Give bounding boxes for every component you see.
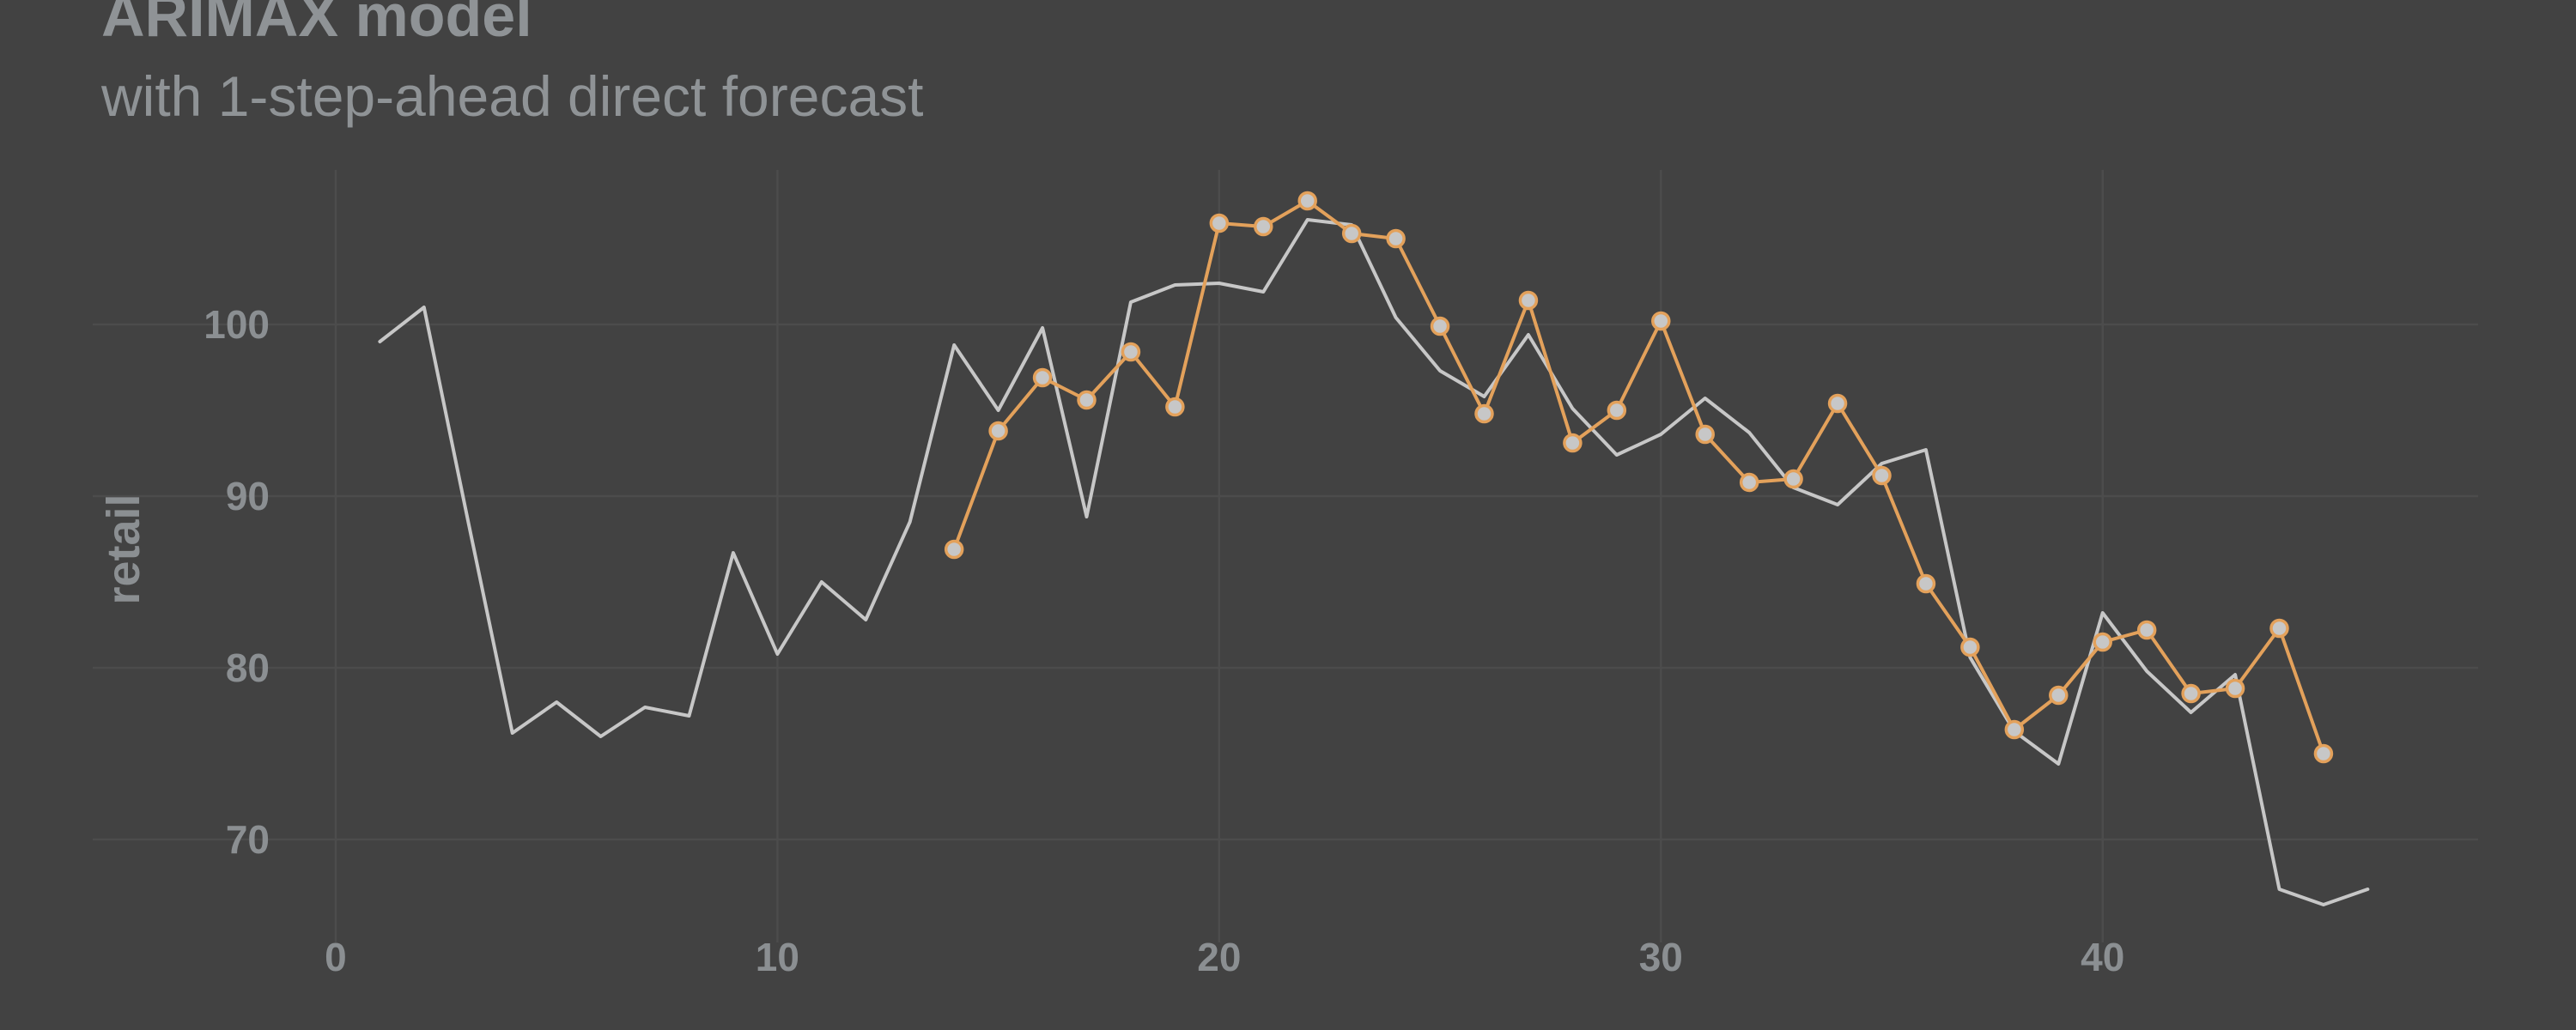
chart-title: ARIMAX model — [101, 0, 532, 49]
x-tick-label: 40 — [2081, 935, 2124, 979]
x-tick-label: 20 — [1197, 935, 1241, 979]
forecast-point — [1916, 573, 1936, 594]
forecast-point — [2269, 618, 2289, 639]
forecast-point — [1165, 397, 1185, 417]
forecast-point — [1827, 393, 1848, 414]
y-axis-title: retail — [98, 494, 149, 604]
forecast-point — [988, 421, 1008, 441]
forecast-point — [1474, 403, 1494, 424]
y-tick-label: 80 — [226, 645, 270, 690]
forecast-point — [1607, 400, 1627, 421]
forecast-point — [2004, 719, 2025, 740]
y-tick-label: 90 — [226, 474, 270, 518]
forecast-series-line — [952, 199, 2325, 755]
forecast-point — [1209, 213, 1230, 233]
forecast-point — [2181, 683, 2201, 704]
forecast-point — [1254, 216, 1273, 237]
x-tick-label: 30 — [1639, 935, 1683, 979]
forecast-point — [1783, 469, 1803, 489]
forecast-point — [944, 539, 964, 560]
points-layer — [944, 191, 2334, 764]
forecast-point — [1032, 367, 1053, 388]
series-layer — [378, 199, 2370, 906]
forecast-point — [1121, 342, 1141, 362]
forecast-point — [1695, 424, 1715, 445]
x-tick-label: 0 — [325, 935, 347, 979]
tick-labels: 0 10 20 30 40 70 80 90 100 — [204, 302, 2124, 979]
forecast-point — [1386, 228, 1406, 249]
chart-subtitle: with 1-step-ahead direct forecast — [101, 64, 924, 128]
y-tick-label: 70 — [226, 817, 270, 862]
forecast-point — [2049, 685, 2069, 706]
actual-series-line — [378, 218, 2370, 906]
forecast-point — [2313, 743, 2334, 764]
forecast-point — [2225, 678, 2245, 699]
forecast-point — [2136, 620, 2157, 640]
grid — [93, 170, 2478, 942]
forecast-point — [1739, 472, 1759, 493]
forecast-point — [1297, 191, 1317, 211]
forecast-point — [2093, 632, 2112, 652]
forecast-point — [1341, 223, 1362, 244]
y-tick-label: 100 — [204, 302, 270, 347]
forecast-point — [1872, 465, 1892, 486]
forecast-point — [1518, 290, 1539, 311]
forecast-point — [1651, 311, 1671, 331]
forecast-point — [1960, 637, 1980, 657]
forecast-point — [1563, 433, 1583, 453]
forecast-point — [1077, 390, 1097, 410]
forecast-point — [1430, 316, 1450, 336]
x-tick-label: 10 — [756, 935, 799, 979]
